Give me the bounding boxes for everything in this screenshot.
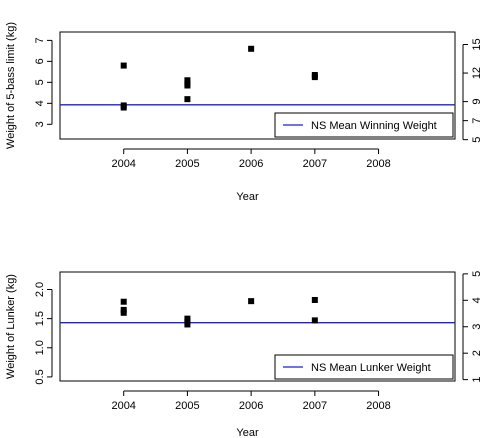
data-point xyxy=(311,296,318,303)
y-tick-label: 1.0 xyxy=(34,340,46,355)
y-tick-label: 1.5 xyxy=(34,311,46,326)
data-point xyxy=(311,317,318,324)
y-axis-label: Weight of 5-bass limit (kg) xyxy=(5,22,17,149)
data-point xyxy=(248,45,255,52)
y-tick-label: 4 xyxy=(34,100,46,106)
y2-tick-label: 7 xyxy=(471,118,480,124)
y-tick-label: 7 xyxy=(34,37,46,43)
plot-frame xyxy=(59,271,456,382)
top-chart-panel: 2004 2005 2006 2007 2008 3 4 5 6 7 5 7 9 12 15 Year Weig… xyxy=(5,22,480,203)
data-point xyxy=(184,96,191,103)
x-tick-label: 2004 xyxy=(111,158,135,170)
data-point xyxy=(184,77,191,84)
legend-entry: NS Mean Winning Weight xyxy=(311,120,437,132)
data-point xyxy=(184,321,191,328)
x-tick-label: 2008 xyxy=(366,400,390,412)
y2-tick-label: 5 xyxy=(471,271,480,277)
y2-tick-label: 15 xyxy=(471,38,480,50)
plot-frame xyxy=(59,31,456,140)
y2-tick-label: 2 xyxy=(471,350,480,356)
x-tick-label: 2004 xyxy=(111,400,135,412)
legend-entry: NS Mean Lunker Weight xyxy=(311,362,431,374)
x-tick-label: 2006 xyxy=(239,400,263,412)
y2-tick-label: 1 xyxy=(471,377,480,383)
y2-tick-label: 12 xyxy=(471,67,480,79)
y-tick-label: 6 xyxy=(34,58,46,64)
legend-box xyxy=(274,354,454,380)
y-tick-label: 5 xyxy=(34,79,46,85)
y2-tick-label: 3 xyxy=(471,324,480,330)
y-tick-label: 0.5 xyxy=(34,369,46,384)
x-tick-label: 2007 xyxy=(303,400,327,412)
data-point xyxy=(184,82,191,89)
y2-tick-label: 5 xyxy=(471,137,480,143)
x-tick-label: 2007 xyxy=(303,158,327,170)
data-point xyxy=(120,309,127,316)
legend-box xyxy=(274,112,454,138)
data-point xyxy=(248,298,255,305)
x-tick-label: 2005 xyxy=(175,400,199,412)
data-point xyxy=(120,298,127,305)
x-axis-label: Year xyxy=(236,427,259,438)
x-tick-label: 2008 xyxy=(366,158,390,170)
y-tick-label: 3 xyxy=(34,121,46,127)
data-point xyxy=(120,104,127,111)
bottom-chart-panel: 2004 2005 2006 2007 2008 0.5 1.0 1.5 2.0 1 2 3 4 5 Yea… xyxy=(5,271,480,438)
y-axis-label: Weight of Lunker (kg) xyxy=(5,274,17,379)
data-point xyxy=(311,74,318,81)
y2-tick-label: 4 xyxy=(471,297,480,303)
data-point xyxy=(120,62,127,69)
y2-tick-label: 9 xyxy=(471,99,480,105)
x-axis-label: Year xyxy=(236,191,259,203)
x-tick-label: 2005 xyxy=(175,158,199,170)
y-tick-label: 2.0 xyxy=(34,282,46,297)
x-tick-label: 2006 xyxy=(239,158,263,170)
